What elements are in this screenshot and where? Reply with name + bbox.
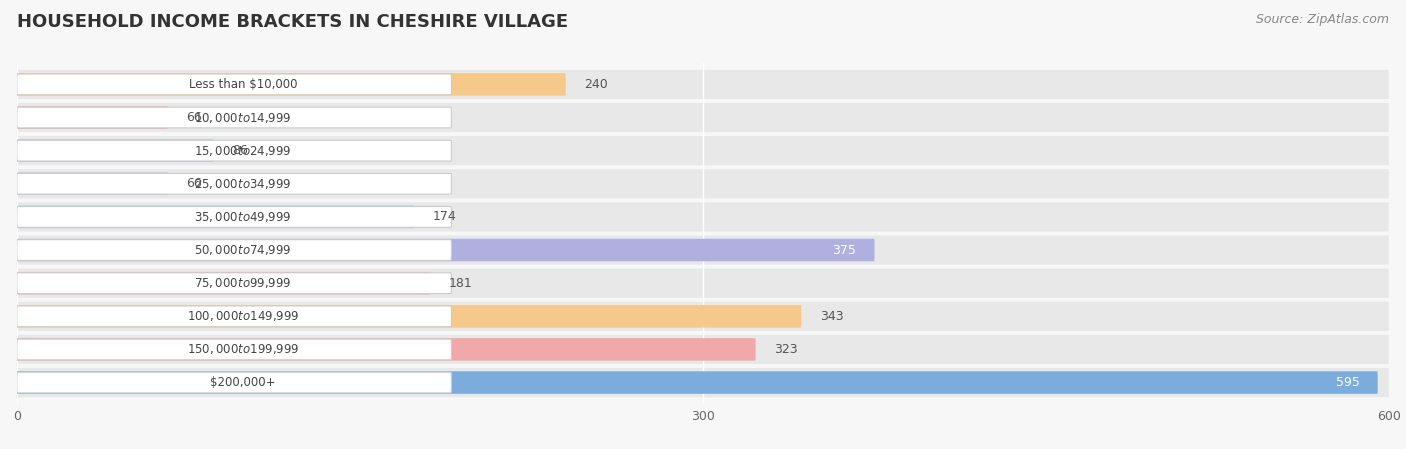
FancyBboxPatch shape [17, 239, 875, 261]
FancyBboxPatch shape [17, 169, 1389, 198]
Text: Source: ZipAtlas.com: Source: ZipAtlas.com [1256, 13, 1389, 26]
FancyBboxPatch shape [17, 335, 1389, 364]
Text: 181: 181 [449, 277, 472, 290]
FancyBboxPatch shape [17, 240, 451, 260]
FancyBboxPatch shape [17, 202, 1389, 232]
Text: $100,000 to $149,999: $100,000 to $149,999 [187, 309, 299, 323]
FancyBboxPatch shape [17, 235, 1389, 264]
FancyBboxPatch shape [17, 372, 451, 393]
Text: $75,000 to $99,999: $75,000 to $99,999 [194, 276, 291, 290]
FancyBboxPatch shape [17, 273, 451, 294]
FancyBboxPatch shape [17, 173, 451, 194]
Text: 323: 323 [773, 343, 797, 356]
FancyBboxPatch shape [17, 103, 1389, 132]
FancyBboxPatch shape [17, 368, 1389, 397]
FancyBboxPatch shape [17, 74, 451, 95]
FancyBboxPatch shape [17, 305, 801, 328]
FancyBboxPatch shape [17, 136, 1389, 165]
Text: $25,000 to $34,999: $25,000 to $34,999 [194, 177, 291, 191]
Text: 240: 240 [583, 78, 607, 91]
FancyBboxPatch shape [17, 306, 451, 327]
Text: 66: 66 [186, 177, 202, 190]
FancyBboxPatch shape [17, 338, 755, 361]
FancyBboxPatch shape [17, 70, 1389, 99]
FancyBboxPatch shape [17, 73, 565, 96]
Text: $35,000 to $49,999: $35,000 to $49,999 [194, 210, 291, 224]
FancyBboxPatch shape [17, 106, 167, 129]
FancyBboxPatch shape [17, 371, 1378, 394]
Text: $10,000 to $14,999: $10,000 to $14,999 [194, 110, 291, 124]
FancyBboxPatch shape [17, 172, 167, 195]
FancyBboxPatch shape [17, 339, 451, 360]
FancyBboxPatch shape [17, 107, 451, 128]
FancyBboxPatch shape [17, 140, 451, 161]
Text: 375: 375 [832, 243, 856, 256]
Text: Less than $10,000: Less than $10,000 [188, 78, 297, 91]
Text: 174: 174 [433, 211, 457, 224]
Text: $150,000 to $199,999: $150,000 to $199,999 [187, 343, 299, 357]
FancyBboxPatch shape [17, 207, 451, 227]
Text: $200,000+: $200,000+ [209, 376, 276, 389]
Text: 66: 66 [186, 111, 202, 124]
Text: 343: 343 [820, 310, 844, 323]
FancyBboxPatch shape [17, 272, 430, 295]
Text: HOUSEHOLD INCOME BRACKETS IN CHESHIRE VILLAGE: HOUSEHOLD INCOME BRACKETS IN CHESHIRE VI… [17, 13, 568, 31]
Text: 86: 86 [232, 144, 247, 157]
FancyBboxPatch shape [17, 302, 1389, 331]
FancyBboxPatch shape [17, 269, 1389, 298]
Text: 595: 595 [1336, 376, 1360, 389]
FancyBboxPatch shape [17, 206, 415, 228]
Text: $50,000 to $74,999: $50,000 to $74,999 [194, 243, 291, 257]
FancyBboxPatch shape [17, 139, 214, 162]
Text: $15,000 to $24,999: $15,000 to $24,999 [194, 144, 291, 158]
